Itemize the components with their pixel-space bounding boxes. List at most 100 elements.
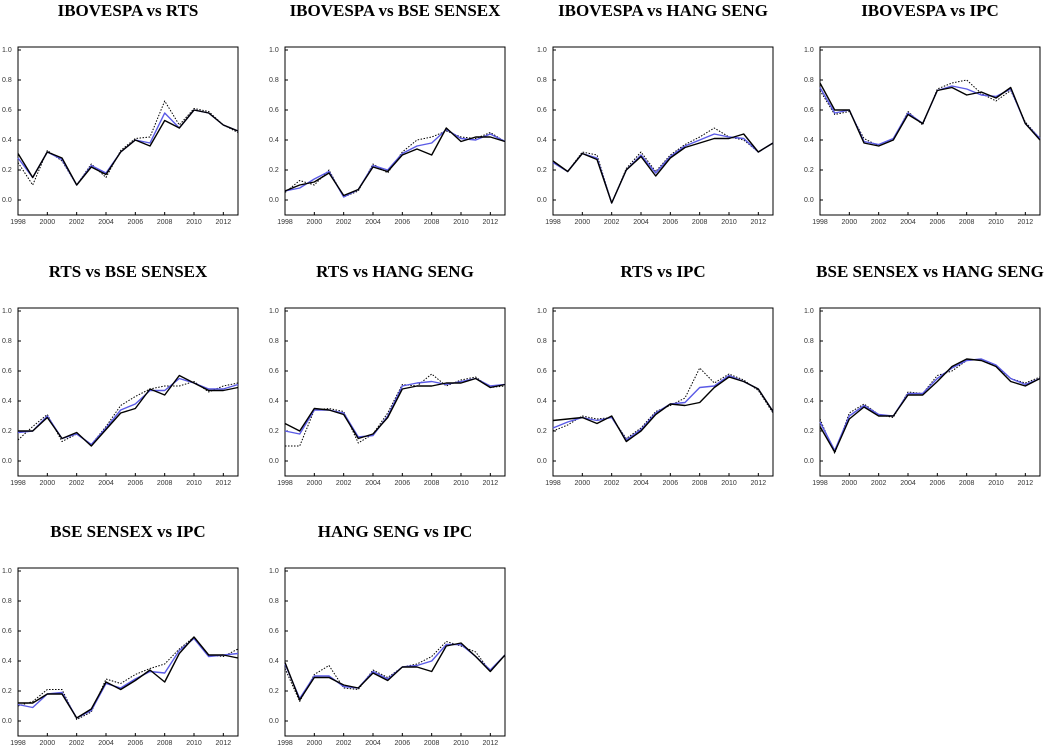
y-tick-label: 0.0 bbox=[269, 458, 279, 465]
y-tick-label: 1.0 bbox=[269, 568, 279, 575]
y-tick-label: 0.8 bbox=[804, 77, 814, 84]
x-tick-label: 1998 bbox=[545, 480, 561, 487]
y-tick-label: 0.8 bbox=[269, 598, 279, 605]
y-tick-label: 0.0 bbox=[269, 718, 279, 725]
chart-panel: IBOVESPA vs IPC 0.0 0.2 0.4 0.6 0.8 1.0 1998 200… bbox=[804, 1, 1041, 226]
series-line bbox=[552, 133, 774, 204]
series-line bbox=[819, 358, 1041, 453]
y-tick-label: 1.0 bbox=[537, 308, 547, 315]
x-tick-label: 2012 bbox=[1018, 480, 1034, 487]
y-tick-label: 0.6 bbox=[269, 628, 279, 635]
chart-title: RTS vs HANG SENG bbox=[316, 262, 474, 281]
x-tick-label: 2006 bbox=[663, 480, 679, 487]
x-tick-label: 2002 bbox=[69, 219, 85, 226]
series-line bbox=[18, 374, 239, 447]
y-tick-label: 0.0 bbox=[537, 458, 547, 465]
x-tick-label: 2010 bbox=[721, 480, 737, 487]
plot-frame bbox=[17, 567, 239, 737]
series-line bbox=[819, 85, 1041, 146]
x-tick-label: 2000 bbox=[307, 480, 323, 487]
y-tick-label: 1.0 bbox=[2, 308, 12, 315]
series-line bbox=[284, 641, 506, 702]
x-tick-label: 2008 bbox=[424, 740, 440, 747]
chart-title: BSE SENSEX vs IPC bbox=[50, 522, 205, 541]
x-tick-label: 2010 bbox=[988, 480, 1004, 487]
x-tick-label: 2004 bbox=[98, 480, 114, 487]
y-tick-label: 0.6 bbox=[269, 107, 279, 114]
plot-frame bbox=[284, 46, 506, 216]
y-tick-label: 0.4 bbox=[2, 137, 12, 144]
y-tick-label: 1.0 bbox=[804, 308, 814, 315]
x-tick-label: 1998 bbox=[277, 740, 293, 747]
x-tick-label: 1998 bbox=[10, 480, 26, 487]
x-tick-label: 1998 bbox=[812, 219, 828, 226]
chart-panel: HANG SENG vs IPC 0.0 0.2 0.4 0.6 0.8 1.0 1998 20… bbox=[269, 522, 506, 747]
chart-title: IBOVESPA vs RTS bbox=[58, 1, 199, 20]
x-tick-label: 2002 bbox=[336, 740, 352, 747]
y-tick-label: 0.2 bbox=[2, 167, 12, 174]
y-tick-label: 0.8 bbox=[269, 77, 279, 84]
x-tick-label: 2008 bbox=[157, 480, 173, 487]
x-tick-label: 2008 bbox=[692, 480, 708, 487]
x-tick-label: 2010 bbox=[186, 219, 202, 226]
x-tick-label: 2010 bbox=[988, 219, 1004, 226]
y-tick-label: 0.0 bbox=[2, 718, 12, 725]
y-tick-label: 0.4 bbox=[269, 137, 279, 144]
x-tick-label: 2000 bbox=[40, 219, 56, 226]
y-tick-label: 0.8 bbox=[537, 338, 547, 345]
y-tick-label: 0.0 bbox=[2, 197, 12, 204]
y-tick-label: 0.2 bbox=[537, 428, 547, 435]
chart-panel: IBOVESPA vs BSE SENSEX 0.0 0.2 0.4 0.6 0.8 1.0… bbox=[269, 1, 506, 226]
y-tick-label: 1.0 bbox=[537, 47, 547, 54]
x-tick-label: 2012 bbox=[751, 480, 767, 487]
y-tick-label: 0.4 bbox=[804, 398, 814, 405]
plot-frame bbox=[284, 567, 506, 737]
x-tick-label: 2002 bbox=[604, 219, 620, 226]
x-tick-label: 2010 bbox=[186, 480, 202, 487]
x-tick-label: 1998 bbox=[10, 740, 26, 747]
chart-title: HANG SENG vs IPC bbox=[318, 522, 472, 541]
series-line bbox=[552, 374, 774, 441]
chart-panel: BSE SENSEX vs IPC 0.0 0.2 0.4 0.6 0.8 1.0 1998 2… bbox=[2, 522, 239, 747]
y-tick-label: 0.6 bbox=[804, 107, 814, 114]
y-tick-label: 0.2 bbox=[804, 167, 814, 174]
series-line bbox=[819, 358, 1041, 454]
x-tick-label: 2004 bbox=[900, 219, 916, 226]
x-tick-label: 2006 bbox=[128, 740, 144, 747]
series-line bbox=[284, 377, 506, 440]
x-tick-label: 2006 bbox=[395, 480, 411, 487]
chart-panel: BSE SENSEX vs HANG SENG 0.0 0.2 0.4 0.6 0.8 1.… bbox=[804, 262, 1044, 487]
x-tick-label: 1998 bbox=[545, 219, 561, 226]
x-tick-label: 2008 bbox=[424, 219, 440, 226]
y-tick-label: 1.0 bbox=[2, 568, 12, 575]
x-tick-label: 2004 bbox=[365, 740, 381, 747]
x-tick-label: 2004 bbox=[98, 219, 114, 226]
x-tick-label: 2004 bbox=[633, 219, 649, 226]
y-tick-label: 0.6 bbox=[2, 628, 12, 635]
x-tick-label: 2000 bbox=[842, 219, 858, 226]
x-tick-label: 2004 bbox=[98, 740, 114, 747]
y-tick-label: 0.0 bbox=[804, 197, 814, 204]
y-tick-label: 0.8 bbox=[2, 77, 12, 84]
series-line bbox=[819, 358, 1041, 452]
plot-frame bbox=[17, 307, 239, 477]
x-tick-label: 2012 bbox=[483, 740, 499, 747]
x-tick-label: 2002 bbox=[871, 480, 887, 487]
x-tick-label: 2006 bbox=[395, 740, 411, 747]
plot-frame bbox=[819, 307, 1041, 477]
y-tick-label: 0.6 bbox=[804, 368, 814, 375]
chart-title: BSE SENSEX vs HANG SENG bbox=[816, 262, 1044, 281]
x-tick-label: 1998 bbox=[10, 219, 26, 226]
x-tick-label: 2002 bbox=[336, 480, 352, 487]
series-line bbox=[17, 109, 239, 186]
x-tick-label: 2002 bbox=[69, 740, 85, 747]
x-tick-label: 2002 bbox=[69, 480, 85, 487]
y-tick-label: 1.0 bbox=[2, 47, 12, 54]
chart-panel: IBOVESPA vs HANG SENG 0.0 0.2 0.4 0.6 0.8 1.0 1… bbox=[537, 1, 774, 226]
series-line bbox=[17, 109, 239, 186]
series-line bbox=[552, 133, 774, 204]
x-tick-label: 2000 bbox=[575, 219, 591, 226]
x-tick-label: 1998 bbox=[277, 219, 293, 226]
x-tick-label: 2008 bbox=[692, 219, 708, 226]
chart-title: IBOVESPA vs IPC bbox=[861, 1, 999, 20]
